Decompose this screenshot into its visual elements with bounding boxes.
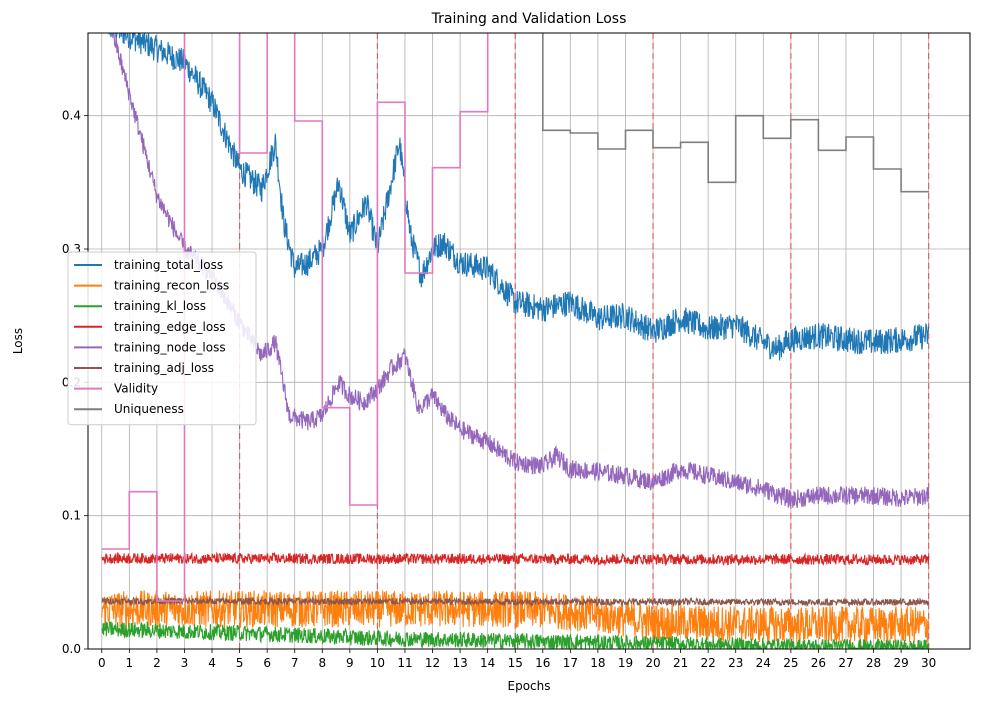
legend-label: training_recon_loss bbox=[114, 279, 229, 293]
chart-title: Training and Validation Loss bbox=[431, 11, 627, 27]
x-tick-label: 21 bbox=[673, 656, 688, 670]
x-tick-label: 4 bbox=[208, 656, 216, 670]
legend-label: Uniqueness bbox=[114, 402, 184, 416]
x-tick-label: 1 bbox=[126, 656, 134, 670]
series-line-training-kl-loss bbox=[101, 620, 930, 649]
x-tick-label: 13 bbox=[452, 656, 467, 670]
legend-label: training_edge_loss bbox=[114, 320, 226, 334]
x-tick-label: 6 bbox=[263, 656, 271, 670]
x-tick-label: 14 bbox=[480, 656, 495, 670]
legend-label: training_kl_loss bbox=[114, 299, 206, 313]
x-tick-label: 15 bbox=[508, 656, 523, 670]
y-tick-label: 0.1 bbox=[62, 509, 81, 523]
x-axis-ticks: 0 1 2 3 4 5 6 7 8 9 10 11 12 13 14 15 16 17 18 19 20 21 22 23 24… bbox=[98, 649, 936, 670]
series-line-training-total-loss bbox=[107, 33, 930, 361]
legend-label: training_adj_loss bbox=[114, 361, 214, 375]
series-line-training-edge-loss bbox=[101, 551, 930, 567]
legend: training_total_loss training_recon_losstr… bbox=[67, 251, 257, 426]
x-tick-label: 20 bbox=[645, 656, 660, 670]
x-tick-label: 27 bbox=[838, 656, 853, 670]
x-tick-label: 28 bbox=[866, 656, 881, 670]
x-tick-label: 12 bbox=[425, 656, 440, 670]
x-tick-label: 17 bbox=[563, 656, 578, 670]
x-tick-label: 26 bbox=[811, 656, 826, 670]
x-tick-label: 7 bbox=[291, 656, 299, 670]
series-line-uniqueness bbox=[542, 33, 929, 193]
legend-label: training_node_loss bbox=[114, 340, 226, 354]
x-tick-label: 8 bbox=[318, 656, 326, 670]
x-tick-label: 30 bbox=[921, 656, 936, 670]
x-tick-label: 9 bbox=[346, 656, 354, 670]
legend-label: Validity bbox=[114, 382, 158, 396]
series-line-training-recon-loss bbox=[101, 589, 930, 644]
y-tick-label: 0.0 bbox=[62, 642, 81, 656]
series-lines bbox=[101, 33, 930, 649]
x-tick-label: 16 bbox=[535, 656, 550, 670]
x-tick-label: 10 bbox=[370, 656, 385, 670]
x-tick-label: 19 bbox=[618, 656, 633, 670]
legend-box bbox=[67, 251, 257, 426]
x-axis-title: Epochs bbox=[508, 679, 551, 693]
x-tick-label: 11 bbox=[397, 656, 412, 670]
x-tick-label: 0 bbox=[98, 656, 106, 670]
x-tick-label: 24 bbox=[756, 656, 771, 670]
x-tick-label: 23 bbox=[728, 656, 743, 670]
y-tick-label: 0.4 bbox=[62, 109, 81, 123]
x-tick-label: 25 bbox=[783, 656, 798, 670]
legend-label: training_total_loss bbox=[114, 258, 223, 272]
x-tick-label: 18 bbox=[590, 656, 605, 670]
y-axis-title: Loss bbox=[11, 328, 25, 354]
x-tick-label: 22 bbox=[701, 656, 716, 670]
x-tick-label: 2 bbox=[153, 656, 161, 670]
x-tick-label: 5 bbox=[236, 656, 244, 670]
series-line-validity bbox=[101, 33, 489, 602]
x-tick-label: 29 bbox=[893, 656, 908, 670]
series-line-training-adj-loss bbox=[101, 595, 930, 608]
x-tick-label: 3 bbox=[181, 656, 189, 670]
